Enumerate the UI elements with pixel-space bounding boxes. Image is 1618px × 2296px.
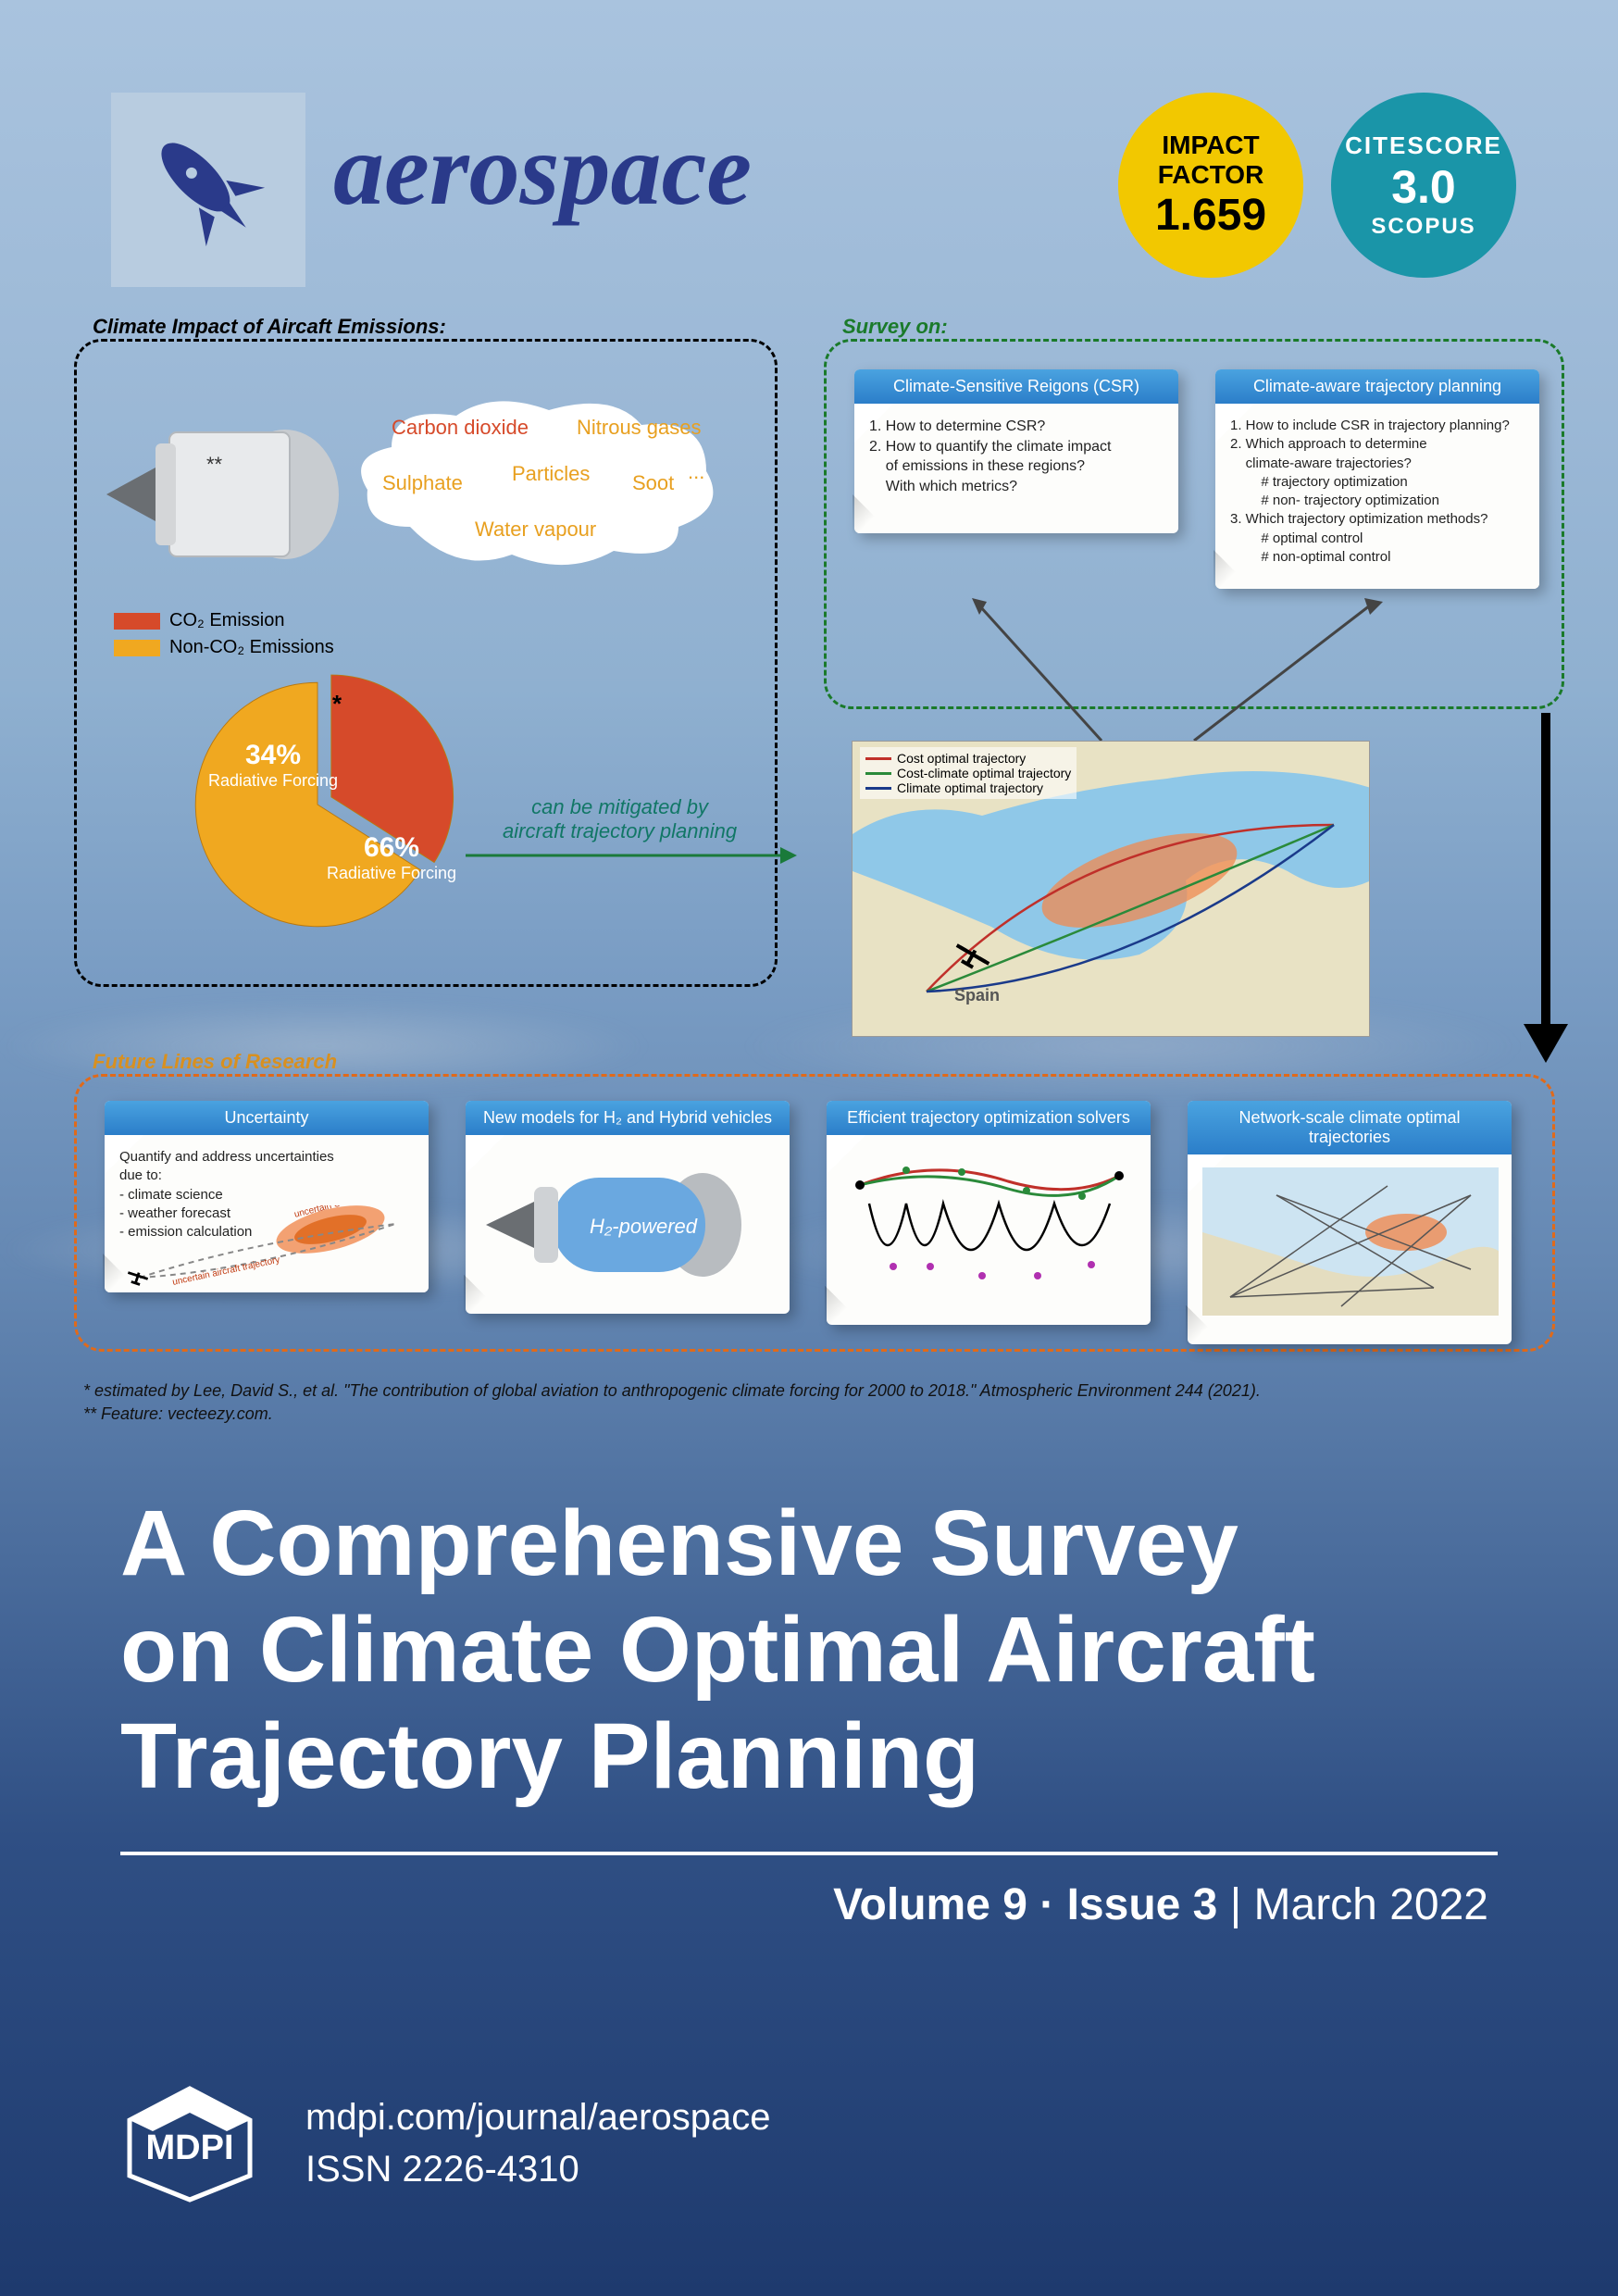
engine-asterisk: ** xyxy=(206,453,223,476)
footnote-2: ** Feature: vecteezy.com. xyxy=(83,1403,1261,1426)
card-header: Network-scale climate optimal trajectori… xyxy=(1188,1101,1512,1154)
cs-value: 3.0 xyxy=(1391,160,1456,214)
pie-slice-2-label: 66%Radiative Forcing xyxy=(327,832,456,883)
footnotes: * estimated by Lee, David S., et al. "Th… xyxy=(83,1379,1261,1426)
journal-issn: ISSN 2226-4310 xyxy=(305,2143,770,2195)
infographic-region: Climate Impact of Aircaft Emissions: ** … xyxy=(74,315,1544,1361)
legend-label: Non-CO₂ Emissions xyxy=(169,637,334,658)
svg-text:H₂-powered: H₂-powered xyxy=(590,1215,698,1238)
card-body: Quantify and address uncertaintiesdue to… xyxy=(105,1135,429,1292)
mdpi-logo-icon: MDPI xyxy=(120,2083,259,2203)
legend-label: CO₂ Emission xyxy=(169,610,284,631)
future-panel: Uncertainty Quantify and address uncerta… xyxy=(74,1074,1555,1352)
legend-row: CO₂ Emission xyxy=(114,610,334,631)
trajectory-map: Spain Cost optimal trajectory Cost-clima… xyxy=(852,741,1370,1037)
issue-info: Volume 9 · Issue 3 | March 2022 xyxy=(833,1879,1488,1930)
legend-row: Non-CO₂ Emissions xyxy=(114,637,334,658)
pie-slice-1-label: 34%Radiative Forcing xyxy=(208,740,338,791)
emissions-panel-label: Climate Impact of Aircaft Emissions: xyxy=(93,315,446,339)
svg-text:MDPI: MDPI xyxy=(146,2128,234,2167)
pie-asterisk: * xyxy=(332,690,342,718)
impact-factor-badge: IMPACT FACTOR 1.659 xyxy=(1118,93,1303,278)
arrow-icon xyxy=(963,593,1111,750)
uncertainty-illustration: uncertain CSR uncertain aircraft traject… xyxy=(118,1205,414,1289)
emission-term: Soot xyxy=(632,471,674,495)
card-body: H₂-powered xyxy=(466,1135,790,1314)
cs-label-1: CITESCORE xyxy=(1345,131,1502,160)
future-card-uncertainty: Uncertainty Quantify and address uncerta… xyxy=(105,1101,429,1292)
cs-label-3: SCOPUS xyxy=(1371,214,1475,240)
arrow-right-icon xyxy=(466,842,799,869)
card-header: New models for H₂ and Hybrid vehicles xyxy=(466,1101,790,1135)
jet-engine-icon: ** xyxy=(105,416,345,573)
footer: MDPI mdpi.com/journal/aerospace ISSN 222… xyxy=(120,2083,770,2203)
arrow-icon xyxy=(1185,593,1388,750)
card-body: 1. How to include CSR in trajectory plan… xyxy=(1215,404,1539,589)
future-card-network: Network-scale climate optimal trajectori… xyxy=(1188,1101,1512,1344)
if-label-2: FACTOR xyxy=(1158,160,1264,190)
footnote-1: * estimated by Lee, David S., et al. "Th… xyxy=(83,1379,1261,1403)
map-legend: Cost optimal trajectory Cost-climate opt… xyxy=(860,747,1077,799)
rocket-icon xyxy=(134,116,282,264)
journal-url: mdpi.com/journal/aerospace xyxy=(305,2091,770,2143)
emission-term: ... xyxy=(688,460,704,484)
card-header: Climate-Sensitive Reigons (CSR) xyxy=(854,369,1178,404)
svg-text:uncertain aircraft trajectory: uncertain aircraft trajectory xyxy=(171,1255,280,1288)
if-label-1: IMPACT xyxy=(1162,131,1259,160)
journal-name: aerospace xyxy=(333,111,752,229)
h2-engine-icon: H₂-powered xyxy=(480,1165,758,1285)
mitigate-text: can be mitigated byaircraft trajectory p… xyxy=(503,795,737,843)
svg-text:Spain: Spain xyxy=(954,986,1000,1004)
footer-text: mdpi.com/journal/aerospace ISSN 2226-431… xyxy=(305,2091,770,2195)
arrow-down-icon xyxy=(1518,713,1574,1065)
network-map-icon xyxy=(1202,1167,1499,1316)
card-body xyxy=(1188,1154,1512,1344)
card-header: Efficient trajectory optimization solver… xyxy=(827,1101,1151,1135)
survey-card-planning: Climate-aware trajectory planning 1. How… xyxy=(1215,369,1539,589)
future-panel-label: Future Lines of Research xyxy=(93,1050,337,1074)
emissions-cloud: Carbon dioxide Nitrous gases Sulphate Parti… xyxy=(355,397,725,573)
article-title: A Comprehensive Survey on Climate Optima… xyxy=(120,1491,1498,1810)
title-rule xyxy=(120,1852,1498,1855)
emission-term: Sulphate xyxy=(382,471,463,495)
emissions-pie-chart: 34%Radiative Forcing 66%Radiative Forcin… xyxy=(169,656,466,953)
card-body: 1. How to determine CSR?2. How to quanti… xyxy=(854,404,1178,533)
card-body xyxy=(827,1135,1151,1325)
emission-term: Nitrous gases xyxy=(577,416,702,440)
emission-term: Carbon dioxide xyxy=(392,416,529,440)
card-header: Climate-aware trajectory planning xyxy=(1215,369,1539,404)
if-value: 1.659 xyxy=(1155,190,1266,241)
emissions-panel: ** Carbon dioxide Nitrous gases Sulphate Pa… xyxy=(74,339,778,987)
survey-panel-label: Survey on: xyxy=(842,315,948,339)
optimization-curves-icon xyxy=(841,1148,1138,1296)
citescore-badge: CITESCORE 3.0 SCOPUS xyxy=(1331,93,1516,278)
future-card-solvers: Efficient trajectory optimization solver… xyxy=(827,1101,1151,1325)
journal-logo-box xyxy=(111,93,305,287)
survey-card-csr: Climate-Sensitive Reigons (CSR) 1. How t… xyxy=(854,369,1178,533)
emission-term: Particles xyxy=(512,462,590,486)
emission-term: Water vapour xyxy=(475,518,596,542)
card-header: Uncertainty xyxy=(105,1101,429,1135)
future-card-h2: New models for H₂ and Hybrid vehicles H₂… xyxy=(466,1101,790,1314)
